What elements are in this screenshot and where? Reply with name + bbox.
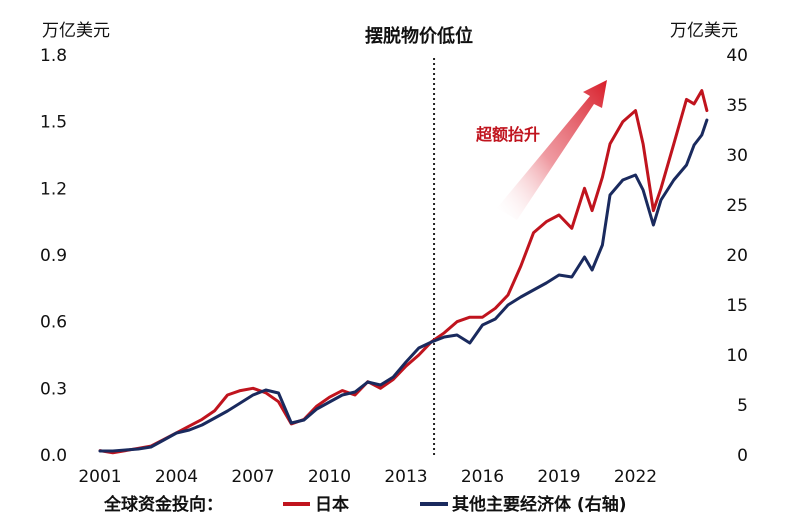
x-tick-label: 2016 <box>461 467 504 487</box>
y-right-tick-label: 35 <box>726 96 748 116</box>
y-left-tick-label: 0.9 <box>40 246 67 266</box>
y-left-ticks: 0.0 0.3 0.6 0.9 1.2 1.5 1.8 <box>40 46 67 466</box>
x-tick-label: 2007 <box>231 467 274 487</box>
legend-prefix: 全球资金投向： <box>103 494 223 515</box>
y-left-tick-label: 0.6 <box>40 313 67 333</box>
y-left-tick-label: 1.8 <box>40 46 67 66</box>
legend-label-japan: 日本 <box>315 494 349 515</box>
y-left-unit-label: 万亿美元 <box>42 21 110 41</box>
y-right-tick-label: 5 <box>737 396 748 416</box>
excess-rise-label: 超额抬升 <box>475 125 540 144</box>
x-tick-label: 2004 <box>155 467 198 487</box>
excess-rise-arrow <box>497 80 607 220</box>
series-line-japan <box>98 89 709 455</box>
y-left-unit: 万亿美元 <box>42 21 110 41</box>
y-right-tick-label: 40 <box>726 46 748 66</box>
y-right-tick-label: 25 <box>726 196 748 216</box>
y-right-tick-label: 30 <box>726 146 748 166</box>
y-right-ticks: 0 5 10 15 20 25 30 35 40 <box>726 46 748 466</box>
divider-annotation-title: 摆脱物价低位 <box>365 25 473 47</box>
y-left-tick-label: 0.3 <box>40 379 67 399</box>
x-tick-label: 2019 <box>537 467 580 487</box>
y-right-tick-label: 20 <box>726 246 748 266</box>
legend: 全球资金投向： 日本 其他主要经济体 (右轴) <box>103 494 626 515</box>
x-tick-label: 2001 <box>78 467 121 487</box>
x-ticks: 2001 2004 2007 2010 2013 2016 2019 2022 <box>78 467 657 487</box>
x-tick-label: 2013 <box>384 467 427 487</box>
x-tick-label: 2022 <box>614 467 657 487</box>
y-right-unit-label: 万亿美元 <box>670 21 738 41</box>
legend-label-other: 其他主要经济体 (右轴) <box>452 494 626 515</box>
y-left-tick-label: 1.5 <box>40 113 67 133</box>
x-tick-label: 2010 <box>308 467 351 487</box>
y-right-tick-label: 15 <box>726 296 748 316</box>
series-layer <box>98 89 709 455</box>
y-left-tick-label: 0.0 <box>40 446 67 466</box>
y-right-tick-label: 10 <box>726 346 748 366</box>
y-right-tick-label: 0 <box>737 446 748 466</box>
y-left-tick-label: 1.2 <box>40 179 67 199</box>
series-line-other-economies <box>98 118 709 453</box>
